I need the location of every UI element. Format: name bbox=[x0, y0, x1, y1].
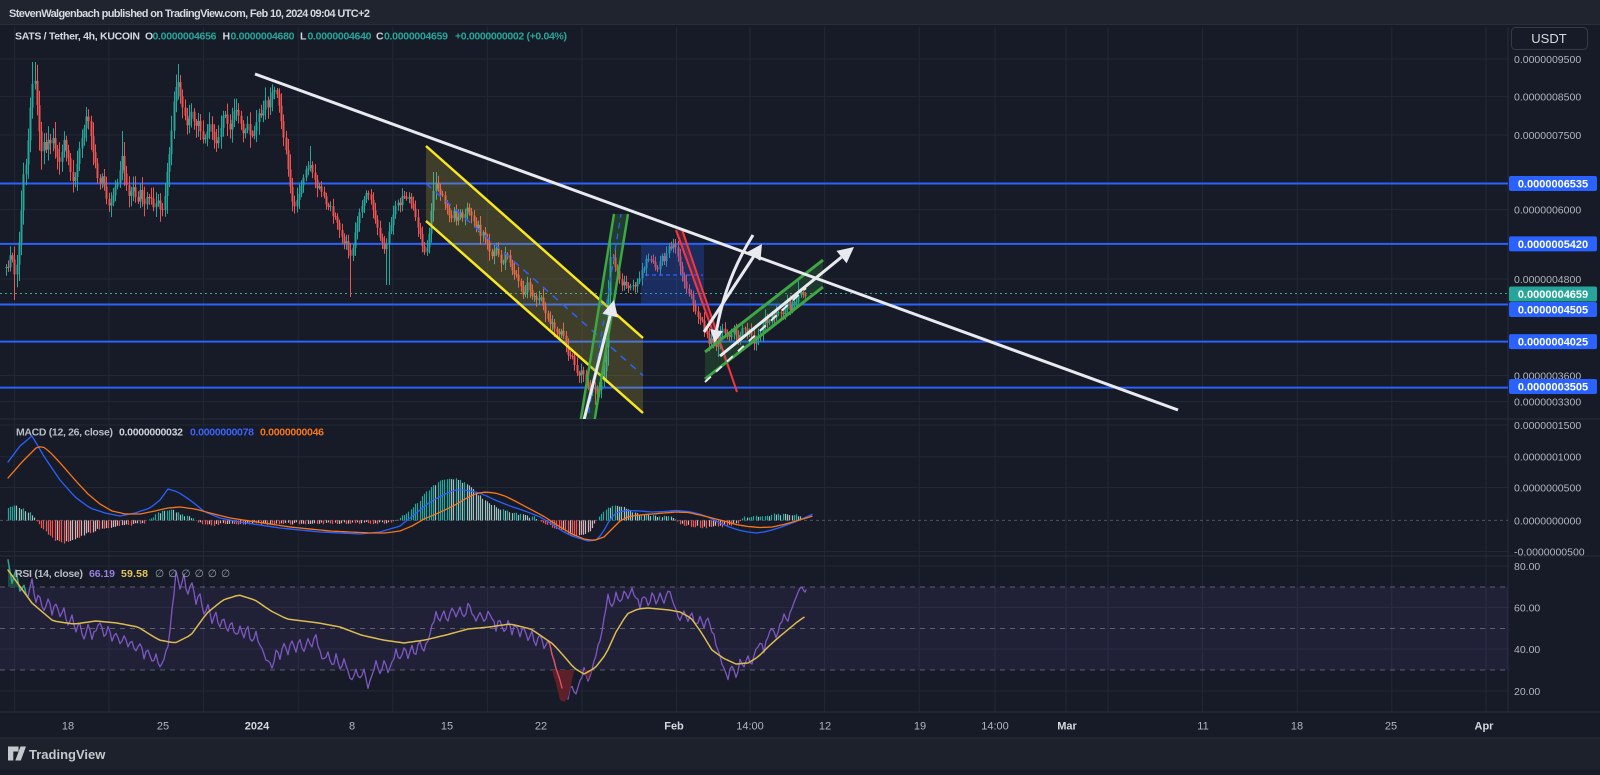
svg-text:25: 25 bbox=[1385, 721, 1397, 733]
svg-text:0.0000004659: 0.0000004659 bbox=[384, 31, 448, 43]
svg-text:8: 8 bbox=[349, 721, 355, 733]
svg-text:25: 25 bbox=[157, 721, 169, 733]
svg-text:0.0000001500: 0.0000001500 bbox=[1514, 420, 1581, 432]
svg-text:Mar: Mar bbox=[1057, 721, 1077, 733]
svg-text:H: H bbox=[223, 31, 231, 43]
svg-text:∅: ∅ bbox=[155, 568, 164, 580]
svg-text:∅: ∅ bbox=[208, 568, 217, 580]
svg-text:0.0000004659: 0.0000004659 bbox=[1518, 289, 1588, 301]
svg-text:19: 19 bbox=[914, 721, 926, 733]
svg-text:0.0000008500: 0.0000008500 bbox=[1514, 92, 1581, 104]
svg-text:40.00: 40.00 bbox=[1514, 644, 1540, 656]
svg-text:18: 18 bbox=[62, 721, 74, 733]
svg-text:∅: ∅ bbox=[221, 568, 230, 580]
svg-text:0.0000007500: 0.0000007500 bbox=[1514, 130, 1581, 142]
svg-text:∅: ∅ bbox=[168, 568, 177, 580]
svg-text:22: 22 bbox=[535, 721, 547, 733]
svg-text:80.00: 80.00 bbox=[1514, 561, 1540, 573]
svg-text:0.0000004656: 0.0000004656 bbox=[153, 31, 217, 43]
svg-text:59.58: 59.58 bbox=[121, 568, 148, 580]
svg-text:SATS / Tether, 4h, KUCOIN: SATS / Tether, 4h, KUCOIN bbox=[15, 31, 140, 43]
svg-text:0.0000000500: 0.0000000500 bbox=[1514, 483, 1581, 495]
svg-text:L: L bbox=[300, 31, 307, 43]
svg-text:0.0000005420: 0.0000005420 bbox=[1518, 239, 1588, 251]
svg-text:∅: ∅ bbox=[181, 568, 190, 580]
svg-text:-0.0000000500: -0.0000000500 bbox=[1514, 547, 1585, 559]
svg-text:0.0000009500: 0.0000009500 bbox=[1514, 54, 1581, 66]
svg-text:RSI (14, close): RSI (14, close) bbox=[15, 568, 83, 580]
svg-text:12: 12 bbox=[819, 721, 831, 733]
svg-text:0.0000003300: 0.0000003300 bbox=[1514, 397, 1581, 409]
svg-text:0.0000004640: 0.0000004640 bbox=[308, 31, 372, 43]
svg-text:0.0000000032: 0.0000000032 bbox=[119, 427, 183, 439]
svg-text:60.00: 60.00 bbox=[1514, 603, 1540, 615]
svg-text:+0.0000000002 (+0.04%): +0.0000000002 (+0.04%) bbox=[455, 31, 567, 43]
svg-text:0.0000004680: 0.0000004680 bbox=[231, 31, 295, 43]
svg-text:0.0000004025: 0.0000004025 bbox=[1518, 337, 1588, 349]
svg-text:0.0000003505: 0.0000003505 bbox=[1518, 382, 1588, 394]
svg-text:66.19: 66.19 bbox=[89, 568, 115, 580]
svg-text:0.0000004800: 0.0000004800 bbox=[1514, 274, 1581, 286]
svg-text:20.00: 20.00 bbox=[1514, 686, 1540, 698]
svg-text:TradingView: TradingView bbox=[29, 747, 106, 762]
svg-text:0.0000006000: 0.0000006000 bbox=[1514, 205, 1581, 217]
svg-text:0.0000000078: 0.0000000078 bbox=[190, 427, 254, 439]
svg-text:StevenWalgenbach published on: StevenWalgenbach published on TradingVie… bbox=[9, 8, 370, 20]
svg-text:0.0000004505: 0.0000004505 bbox=[1518, 305, 1588, 317]
svg-text:0.0000006535: 0.0000006535 bbox=[1518, 179, 1588, 191]
svg-text:14:00: 14:00 bbox=[981, 721, 1009, 733]
svg-text:O: O bbox=[145, 31, 153, 43]
svg-text:MACD (12, 26, close): MACD (12, 26, close) bbox=[16, 427, 113, 439]
svg-text:11: 11 bbox=[1197, 721, 1208, 733]
svg-text:18: 18 bbox=[1291, 721, 1303, 733]
svg-text:14:00: 14:00 bbox=[736, 721, 764, 733]
svg-text:Apr: Apr bbox=[1475, 721, 1495, 733]
svg-text:C: C bbox=[376, 31, 384, 43]
svg-text:0.0000000046: 0.0000000046 bbox=[260, 427, 324, 439]
svg-text:15: 15 bbox=[441, 721, 453, 733]
svg-text:2024: 2024 bbox=[245, 721, 270, 733]
svg-text:USDT: USDT bbox=[1531, 31, 1566, 46]
svg-text:0.0000001000: 0.0000001000 bbox=[1514, 452, 1581, 464]
svg-text:Feb: Feb bbox=[664, 721, 684, 733]
svg-text:0.0000000000: 0.0000000000 bbox=[1514, 515, 1581, 527]
svg-text:∅: ∅ bbox=[195, 568, 204, 580]
